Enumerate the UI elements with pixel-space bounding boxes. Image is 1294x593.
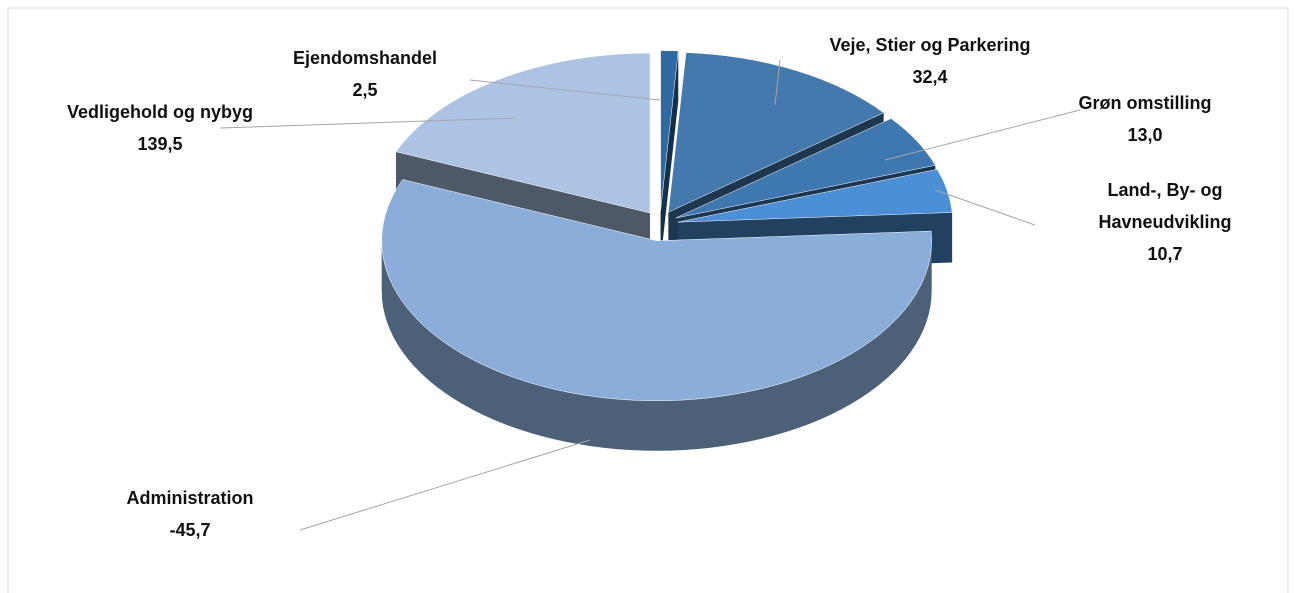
frame (7, 7, 1289, 593)
data-label: Grøn omstilling 13,0 (1045, 87, 1245, 151)
label-value: 139,5 (137, 134, 183, 154)
data-label: Land-, By- og Havneudvikling 10,7 (1075, 174, 1255, 270)
label-value: -45,7 (169, 520, 211, 540)
leader-line (299, 439, 591, 531)
label-name: Land-, By- og Havneudvikling (1098, 180, 1232, 232)
data-label: Vedligehold og nybyg 139,5 (60, 96, 260, 160)
leader-line (934, 189, 1036, 226)
slice (381, 179, 932, 402)
data-label: Administration -45,7 (60, 482, 320, 546)
label-value: 13,0 (1127, 125, 1163, 145)
slice-edge (660, 50, 679, 261)
data-label: Ejendomshandel 2,5 (265, 42, 465, 106)
slice (677, 169, 953, 223)
label-name: Vedligehold og nybyg (66, 102, 253, 122)
label-value: 2,5 (352, 80, 378, 100)
leader-line (219, 117, 516, 129)
slice (668, 52, 885, 213)
label-name: Administration (126, 488, 254, 508)
label-name: Ejendomshandel (292, 48, 438, 68)
label-value: 32,4 (912, 67, 948, 87)
slice-side (381, 240, 932, 451)
slice (675, 118, 936, 219)
leader-line (469, 79, 661, 101)
leader-line (884, 109, 1081, 161)
label-name: Grøn omstilling (1078, 93, 1212, 113)
slice (660, 50, 679, 211)
label-name: Veje, Stier og Parkering (829, 35, 1031, 55)
data-label: Veje, Stier og Parkering 32,4 (780, 29, 1080, 93)
slice (395, 52, 651, 214)
leader-line (774, 59, 781, 106)
label-value: 10,7 (1147, 244, 1183, 264)
